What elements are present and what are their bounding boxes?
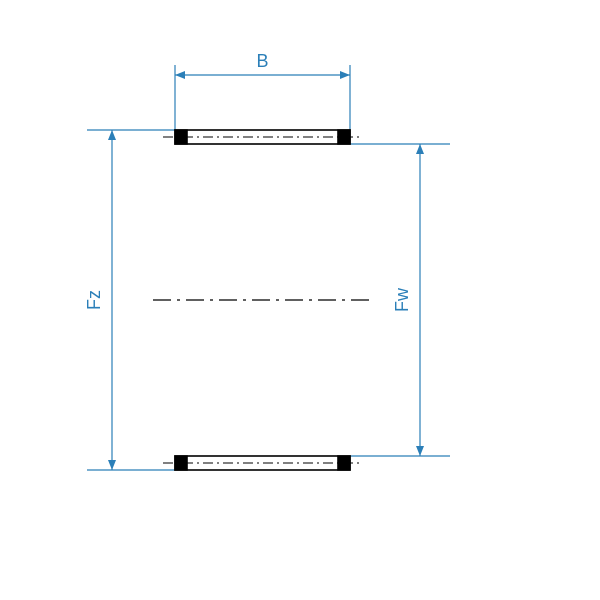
dim-b-label: B [256,51,268,71]
dim-fz-label: Fz [84,290,104,310]
cap-bot-left [175,456,187,470]
dim-fw-label: Fw [392,287,412,312]
cap-bot-right [338,456,350,470]
bearing-cross-section-diagram: B Fz Fw [0,0,600,600]
cap-top-left [175,130,187,144]
cap-top-right [338,130,350,144]
